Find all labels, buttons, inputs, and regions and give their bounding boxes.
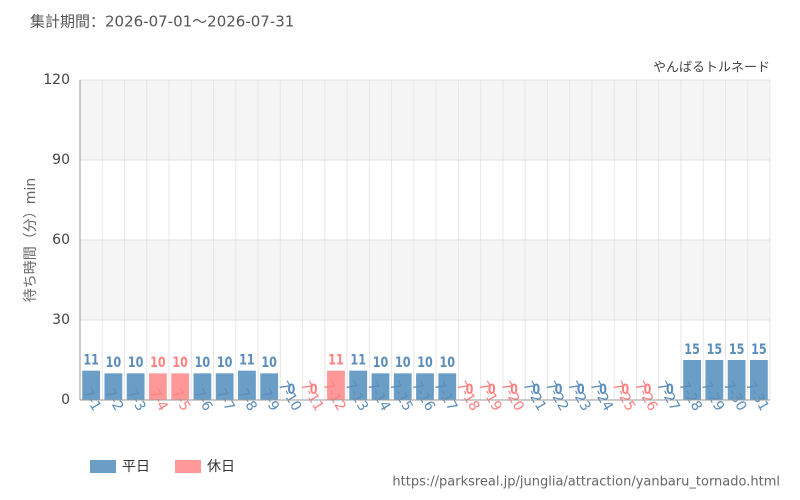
value-label: 0 bbox=[621, 381, 629, 398]
bar bbox=[149, 373, 167, 400]
bar bbox=[416, 373, 434, 400]
value-label: 15 bbox=[707, 341, 723, 358]
value-label: 10 bbox=[217, 354, 233, 371]
value-label: 10 bbox=[261, 354, 277, 371]
bar bbox=[393, 373, 412, 400]
value-label: 10 bbox=[373, 354, 389, 371]
legend-label: 休日 bbox=[207, 459, 235, 475]
bar bbox=[215, 373, 234, 400]
chart-subtitle: やんばるトルネード bbox=[653, 61, 770, 76]
value-label: 0 bbox=[532, 381, 540, 398]
y-axis-label: 待ち時間（分）min bbox=[23, 178, 39, 302]
bar bbox=[260, 373, 279, 400]
legend-swatch bbox=[90, 460, 116, 473]
chart-title: 集計期間：2026-07-01～2026-07-31 bbox=[30, 13, 294, 31]
y-tick-label: 30 bbox=[52, 312, 70, 328]
value-label: 0 bbox=[310, 381, 318, 398]
value-label: 11 bbox=[83, 351, 99, 368]
y-tick-label: 0 bbox=[61, 392, 70, 408]
value-label: 11 bbox=[328, 351, 344, 368]
value-label: 10 bbox=[395, 354, 411, 371]
value-label: 10 bbox=[195, 354, 211, 371]
value-label: 15 bbox=[729, 341, 745, 358]
value-label: 0 bbox=[577, 381, 585, 398]
bar bbox=[683, 360, 701, 400]
bar bbox=[371, 373, 390, 400]
value-label: 10 bbox=[150, 354, 166, 371]
plot-band bbox=[80, 80, 770, 160]
value-label: 0 bbox=[510, 381, 518, 398]
legend-swatch bbox=[175, 460, 201, 473]
value-label: 10 bbox=[128, 354, 144, 371]
value-label: 10 bbox=[417, 354, 433, 371]
value-label: 0 bbox=[466, 381, 474, 398]
value-label: 10 bbox=[172, 354, 188, 371]
value-label: 0 bbox=[644, 381, 652, 398]
y-tick-label: 60 bbox=[52, 232, 70, 248]
value-label: 0 bbox=[599, 381, 607, 398]
y-tick-label: 90 bbox=[52, 152, 70, 168]
value-label: 10 bbox=[106, 354, 122, 371]
value-label: 11 bbox=[350, 351, 366, 368]
bar bbox=[749, 360, 768, 400]
value-label: 15 bbox=[684, 341, 700, 358]
source-url: https://parksreal.jp/junglia/attraction/… bbox=[392, 475, 780, 490]
value-label: 0 bbox=[288, 381, 296, 398]
bar bbox=[349, 370, 368, 400]
bar bbox=[193, 373, 212, 400]
bar bbox=[126, 373, 145, 400]
bar bbox=[727, 360, 746, 400]
bar bbox=[104, 373, 123, 400]
y-tick-label: 120 bbox=[43, 72, 70, 88]
bar bbox=[238, 370, 256, 400]
plot-band bbox=[80, 240, 770, 320]
legend-label: 平日 bbox=[122, 459, 150, 475]
bar bbox=[327, 370, 345, 400]
value-label: 0 bbox=[555, 381, 563, 398]
bar bbox=[171, 373, 190, 400]
bar bbox=[438, 373, 457, 400]
value-label: 15 bbox=[751, 341, 767, 358]
value-label: 10 bbox=[439, 354, 455, 371]
value-label: 0 bbox=[488, 381, 496, 398]
value-label: 0 bbox=[666, 381, 674, 398]
value-label: 11 bbox=[239, 351, 255, 368]
bar bbox=[82, 370, 101, 400]
bar bbox=[705, 360, 724, 400]
